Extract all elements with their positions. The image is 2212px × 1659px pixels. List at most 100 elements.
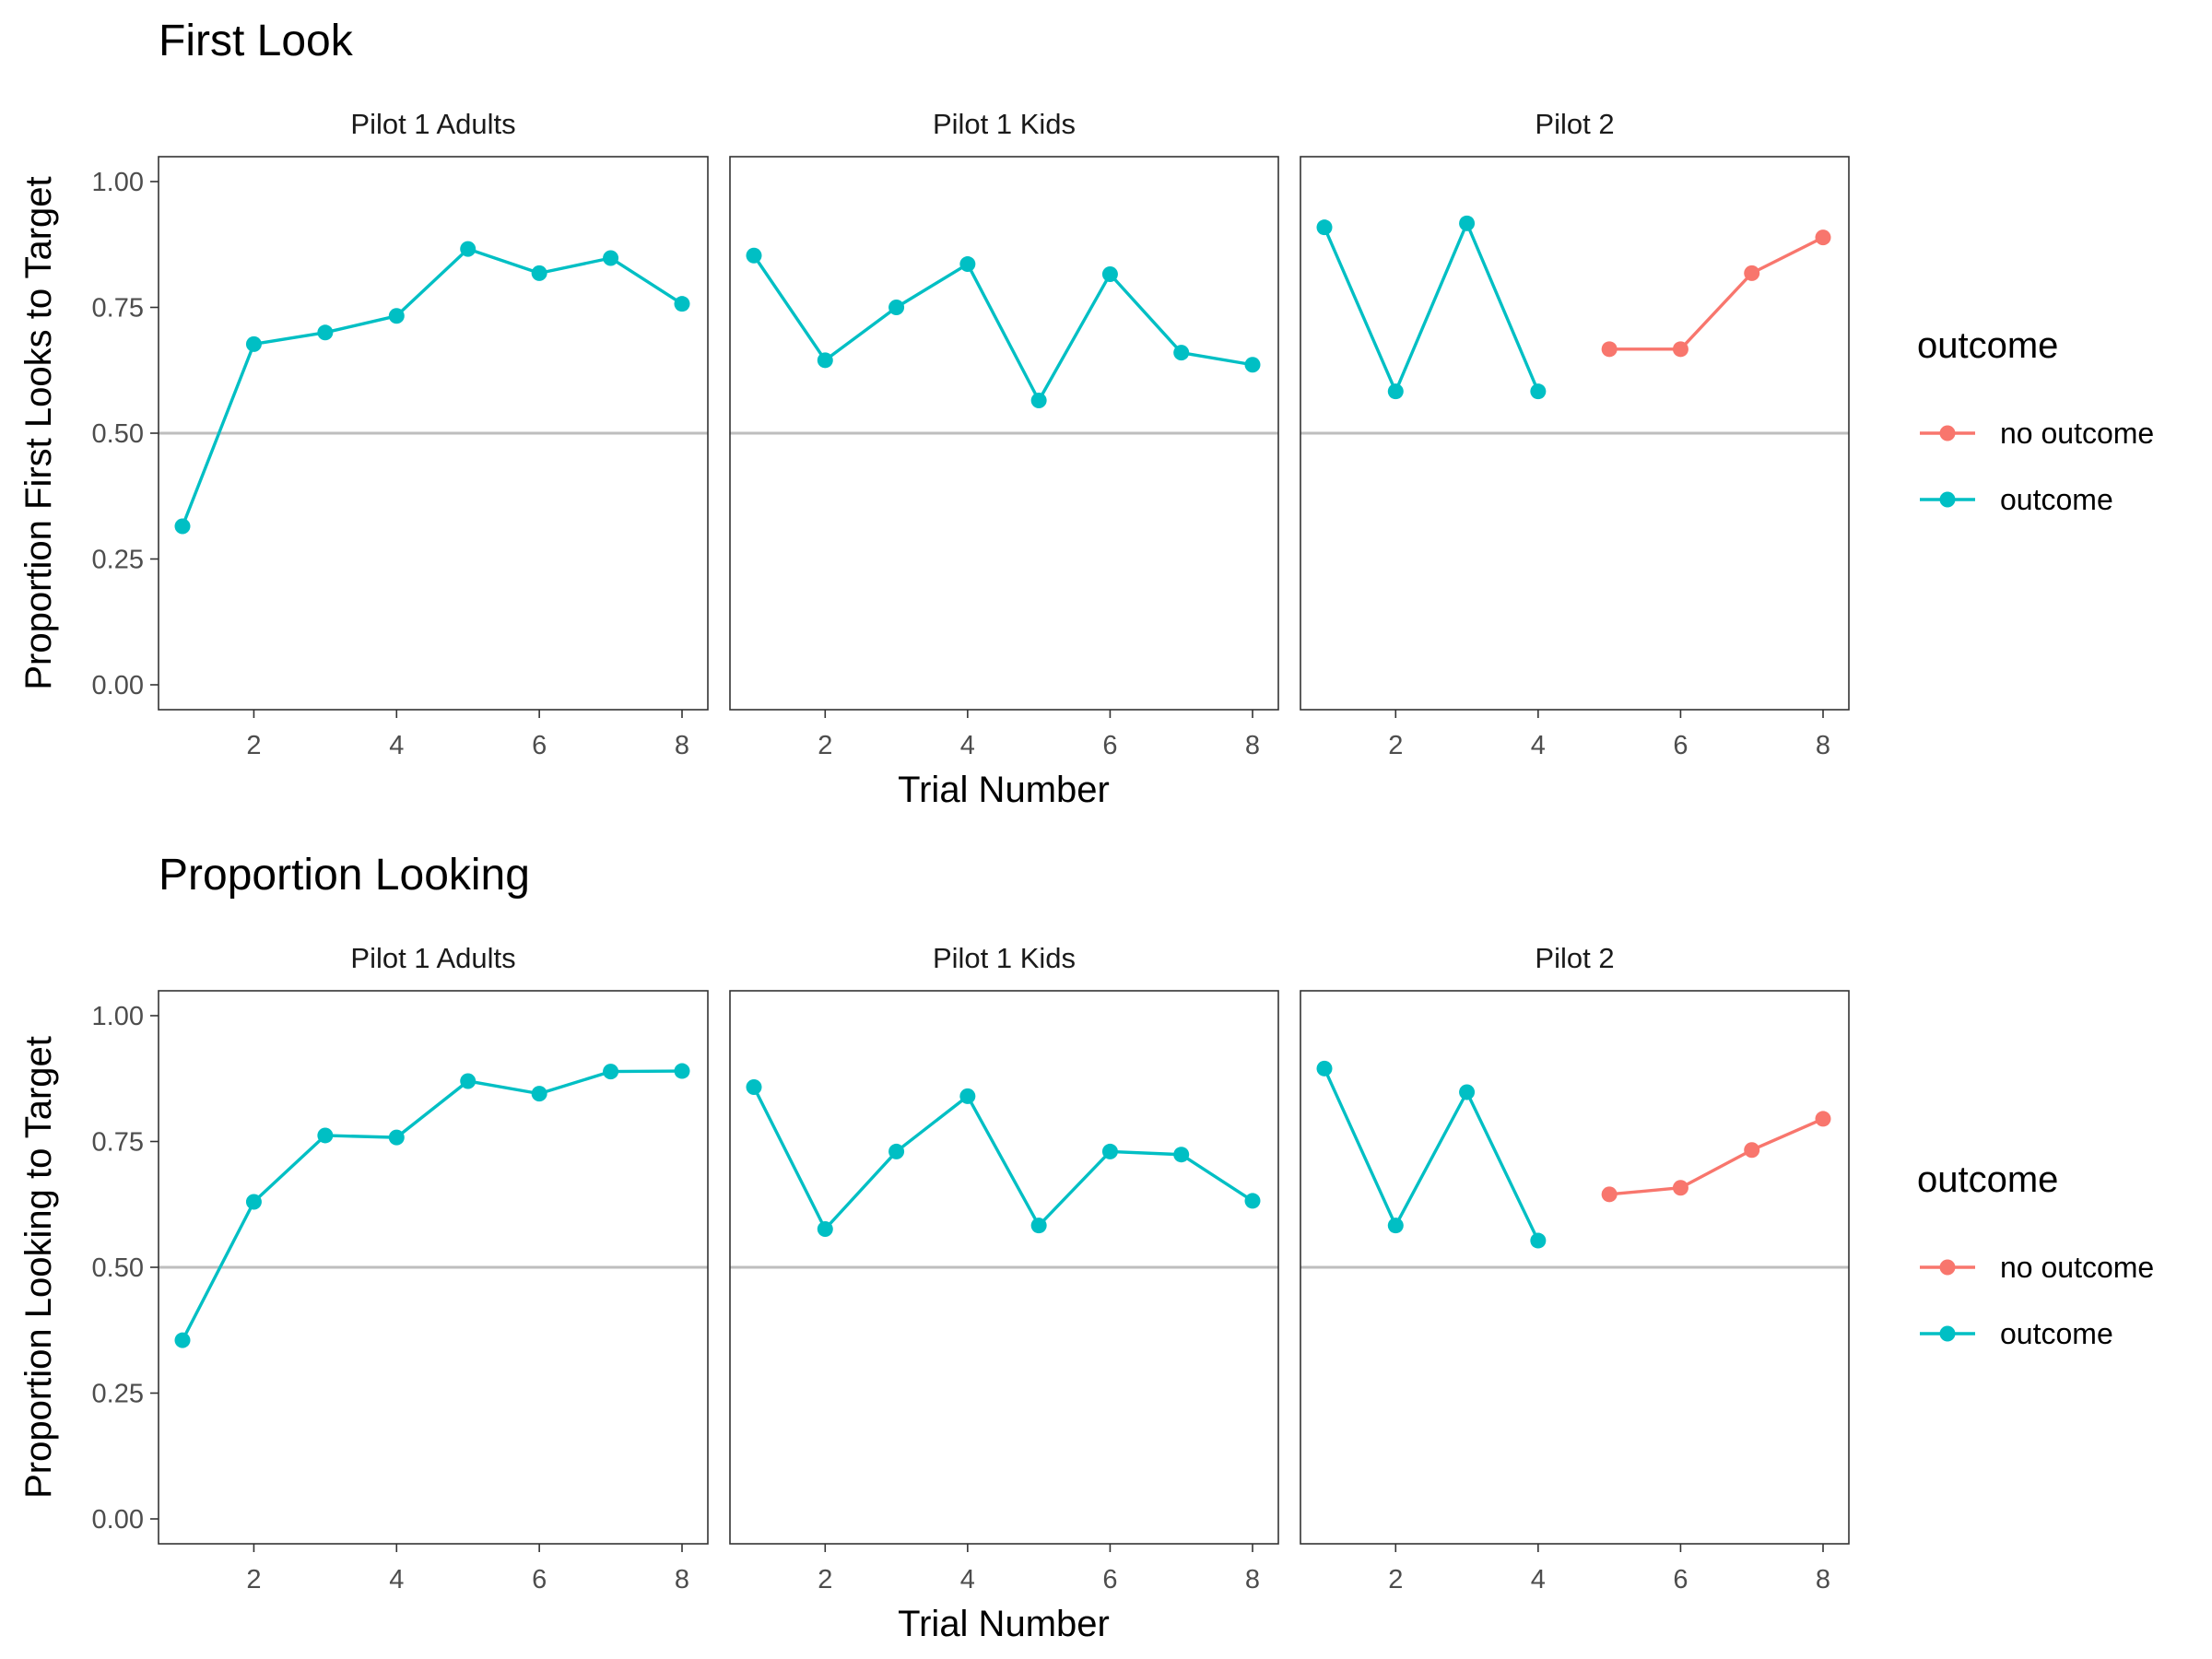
x-tick-label: 8	[675, 731, 689, 760]
legend-key-point	[1939, 425, 1956, 441]
legend-label: outcome	[2000, 1317, 2113, 1350]
legend-key-point	[1939, 491, 1956, 508]
x-tick-label: 2	[818, 731, 832, 760]
data-point-outcome	[674, 296, 690, 312]
x-tick-label: 6	[532, 731, 547, 760]
legend-entry-outcome: outcome	[1920, 1317, 2113, 1350]
data-point-outcome	[1101, 265, 1118, 282]
legend-entry-outcome: outcome	[1920, 483, 2113, 516]
data-point-outcome	[388, 308, 405, 324]
y-tick-label: 0.50	[92, 1253, 144, 1283]
data-point-outcome	[174, 518, 191, 535]
y-tick-label: 1.00	[92, 168, 144, 197]
panel-border	[729, 990, 1279, 1545]
x-tick-label: 6	[1102, 1565, 1117, 1594]
x-tick-label: 4	[389, 731, 404, 760]
facet-pilot-2: Pilot 2 2 4 6 8	[1300, 942, 1850, 1594]
data-point-no-outcome	[1601, 1186, 1618, 1203]
facet-strip-label: Pilot 1 Adults	[350, 942, 515, 974]
y-axis-title: Proportion Looking to Target	[18, 1036, 59, 1499]
x-tick-label: 4	[1531, 731, 1546, 760]
x-tick-label: 8	[1816, 731, 1830, 760]
series-line-outcome	[1323, 221, 1540, 394]
data-point-outcome	[460, 241, 477, 257]
series-line-no-outcome	[1608, 1117, 1824, 1196]
series-line-outcome	[752, 1086, 1253, 1231]
facet-pilot-1-adults: Pilot 1 Adults 2 4 6 8 0.00 0.25 0.50 0.75 1.00	[92, 108, 709, 760]
x-tick-label: 8	[1245, 731, 1260, 760]
x-tick-label: 8	[1816, 1565, 1830, 1594]
data-point-outcome	[674, 1063, 690, 1079]
data-point-outcome	[817, 352, 833, 369]
data-point-outcome	[817, 1221, 833, 1238]
x-tick-label: 8	[1245, 1565, 1260, 1594]
x-tick-label: 6	[532, 1565, 547, 1594]
x-tick-label: 4	[389, 1565, 404, 1594]
x-axis-title: Trial Number	[898, 770, 1110, 810]
data-point-outcome	[1173, 345, 1190, 361]
x-tick-label: 4	[960, 731, 975, 760]
data-point-outcome	[1030, 393, 1047, 409]
legend-entry-no-outcome: no outcome	[1920, 417, 2154, 450]
data-point-outcome	[746, 1079, 762, 1096]
series-line-outcome	[181, 1069, 683, 1341]
x-tick-label: 6	[1673, 1565, 1688, 1594]
panel-border	[1300, 990, 1850, 1545]
x-tick-label: 8	[675, 1565, 689, 1594]
data-point-outcome	[1101, 1143, 1118, 1159]
x-tick-label: 2	[246, 731, 261, 760]
legend-title: outcome	[1917, 325, 2058, 366]
data-point-outcome	[531, 1086, 547, 1102]
data-point-outcome	[888, 1143, 905, 1159]
data-point-outcome	[1173, 1147, 1190, 1163]
x-tick-label: 4	[960, 1565, 975, 1594]
data-point-no-outcome	[1744, 1142, 1760, 1159]
data-point-outcome	[245, 1194, 262, 1210]
data-point-outcome	[1244, 357, 1261, 373]
data-point-no-outcome	[1815, 229, 1831, 246]
data-point-outcome	[531, 265, 547, 281]
data-point-no-outcome	[1815, 1111, 1831, 1127]
facet-pilot-1-kids: Pilot 1 Kids 2 4 6 8	[729, 942, 1279, 1594]
data-point-outcome	[1387, 383, 1404, 400]
legend-entry-no-outcome: no outcome	[1920, 1251, 2154, 1284]
panel-border	[729, 156, 1279, 711]
y-tick-label: 1.00	[92, 1002, 144, 1031]
y-axis-title: Proportion First Looks to Target	[18, 176, 59, 689]
panel-border	[1300, 156, 1850, 711]
y-tick-label: 0.50	[92, 419, 144, 449]
facet-strip-label: Pilot 2	[1535, 108, 1614, 140]
data-point-outcome	[174, 1332, 191, 1348]
facet-strip-label: Pilot 1 Adults	[350, 108, 515, 140]
facet-pilot-1-adults: Pilot 1 Adults 2 4 6 8 0.00 0.25 0.50 0.75 1.00	[92, 942, 709, 1594]
series-line-outcome	[1323, 1067, 1540, 1241]
x-tick-label: 2	[818, 1565, 832, 1594]
y-tick-label: 0.00	[92, 671, 144, 700]
x-tick-label: 2	[1388, 731, 1403, 760]
y-tick-label: 0.25	[92, 546, 144, 575]
data-point-outcome	[1316, 1060, 1333, 1077]
data-point-no-outcome	[1672, 1180, 1688, 1196]
data-point-outcome	[1316, 219, 1333, 236]
legend-title: outcome	[1917, 1159, 2058, 1200]
facet-strip-label: Pilot 1 Kids	[933, 942, 1076, 974]
x-tick-label: 2	[1388, 1565, 1403, 1594]
data-point-outcome	[959, 1088, 976, 1104]
data-point-outcome	[1244, 1193, 1261, 1209]
y-tick-label: 0.00	[92, 1505, 144, 1535]
data-point-outcome	[245, 335, 262, 352]
chart-proportion-looking: Proportion Looking Proportion Looking to …	[18, 851, 2154, 1644]
series-line-outcome	[181, 247, 683, 527]
y-tick-label: 0.75	[92, 1128, 144, 1158]
chart-title: First Look	[159, 17, 354, 65]
data-point-outcome	[317, 324, 334, 341]
data-point-no-outcome	[1601, 341, 1618, 358]
facet-pilot-1-kids: Pilot 1 Kids 2 4 6 8	[729, 108, 1279, 760]
x-tick-label: 4	[1531, 1565, 1546, 1594]
x-axis-title: Trial Number	[898, 1604, 1110, 1644]
facet-pilot-2: Pilot 2 2 4 6 8	[1300, 108, 1850, 760]
series-line-no-outcome	[1609, 236, 1824, 351]
series-line-outcome	[752, 254, 1253, 403]
data-point-outcome	[959, 256, 976, 273]
